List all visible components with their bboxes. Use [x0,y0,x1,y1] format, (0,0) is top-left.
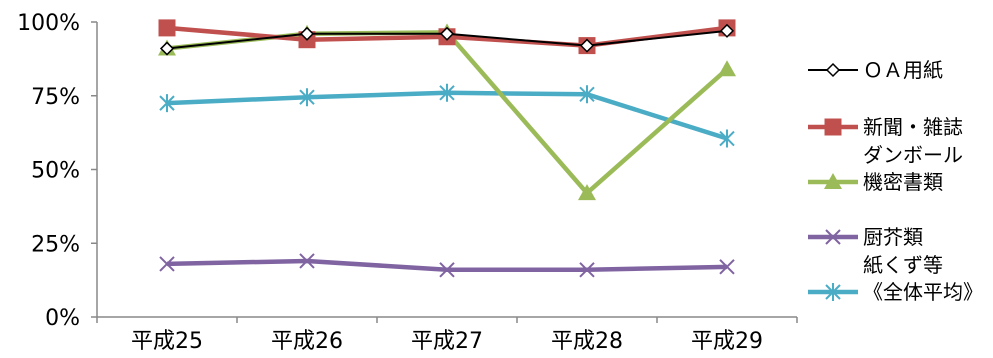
x-tick-label: 平成27 [411,329,483,354]
data-point [299,253,315,269]
data-point [719,129,735,148]
legend-marker [825,62,841,78]
legend-entry-1 [808,118,858,136]
legend-entry-2 [808,173,858,189]
legend-label: 厨芥類 [863,225,923,249]
data-point [159,41,175,56]
y-tick-label: 0% [45,306,80,331]
x-axis-ticks: 平成25 平成26 平成27 平成28 平成29 [96,317,798,354]
legend-marker [824,118,842,136]
legend-label: ダンボール [863,143,963,167]
x-tick-label: 平成26 [271,329,343,354]
y-tick-label: 75% [31,85,80,110]
y-tick-label: 50% [31,159,80,184]
data-point [299,88,315,107]
legend-label: 新聞・雑誌 [863,115,963,139]
data-point [299,26,315,41]
legend-entry-3 [808,229,858,245]
legend-marker [825,229,841,245]
x-tick-label: 平成28 [551,329,623,354]
data-point [439,262,455,278]
data-point [579,38,595,53]
data-point [719,259,735,275]
legend-label: 機密書類 [863,170,943,194]
data-point [439,83,455,102]
legend-entry-4 [808,283,858,301]
x-tick-label: 平成25 [131,329,203,354]
series-3 [159,253,735,278]
legend-label: ＯＡ用紙 [863,58,943,82]
data-point [719,23,735,38]
series-0 [159,23,735,56]
series-4 [159,83,735,148]
legend-marker [825,283,841,301]
legend-label: 紙くず等 [863,253,943,277]
data-point [579,262,595,278]
x-tick-label: 平成29 [691,329,763,354]
data-point [439,26,455,41]
data-point [578,184,596,201]
y-tick-label: 100% [17,11,80,36]
axes [96,22,797,318]
data-point [579,85,595,104]
data-point [159,94,175,113]
legend-entry-0 [808,62,858,78]
series-group [158,19,736,278]
legend-marker [824,173,842,189]
data-point [159,256,175,272]
legend-label: 《全体平均》 [863,280,983,304]
y-tick-label: 25% [31,232,80,257]
y-axis-ticks: 0% 25% 50% 75% 100% [17,11,97,331]
data-point [718,60,736,77]
data-point [158,19,176,37]
